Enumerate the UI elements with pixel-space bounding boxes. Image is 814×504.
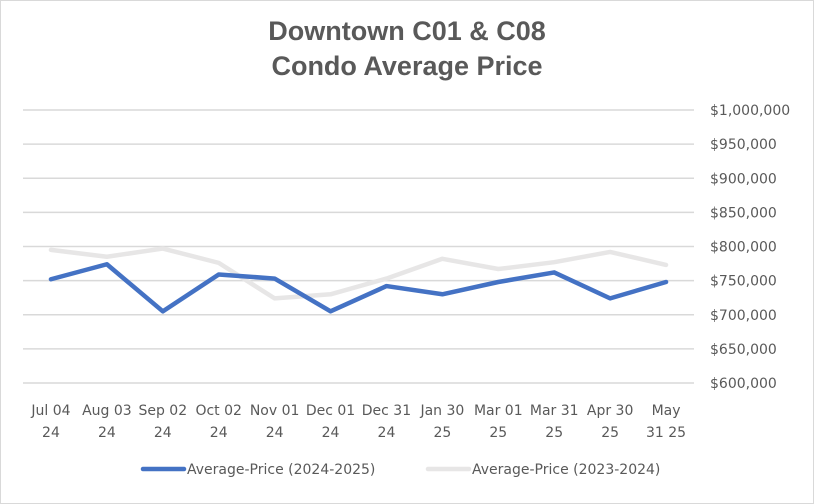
x-tick-label: 24 — [378, 425, 396, 441]
series-lines — [48, 246, 669, 314]
chart-title-line-2: Condo Average Price — [271, 51, 543, 81]
x-tick-label: 25 — [489, 425, 507, 441]
x-tick-label: Dec 01 — [306, 403, 355, 419]
x-tick-label: Jul 04 — [30, 403, 70, 419]
x-tick-label: Sep 02 — [138, 403, 187, 419]
x-tick-label: 25 — [433, 425, 451, 441]
series-line — [48, 246, 669, 301]
chart-title-line-1: Downtown C01 & C08 — [268, 16, 546, 46]
y-tick-label: $800,000 — [710, 240, 777, 256]
x-tick-label: 24 — [154, 425, 172, 441]
y-axis-ticks: $1,000,000 $950,000 $900,000 $850,000 $800,0… — [710, 103, 790, 392]
y-tick-label: $1,000,000 — [710, 103, 790, 119]
y-tick-label: $700,000 — [710, 308, 777, 324]
x-tick-label: 24 — [42, 425, 60, 441]
y-tick-label: $600,000 — [710, 376, 777, 392]
x-tick-label: Mar 01 — [474, 403, 523, 419]
chart-title: Downtown C01 & C08 Condo Average Price — [0, 14, 814, 84]
x-tick-label: Apr 30 — [587, 403, 633, 419]
x-tick-label: Aug 03 — [82, 403, 132, 419]
legend-label: Average-Price (2024-2025) — [187, 462, 375, 478]
x-tick-label: Oct 02 — [195, 403, 241, 419]
x-tick-label: Jan 30 — [419, 403, 464, 419]
x-tick-label: May — [652, 403, 681, 419]
x-tick-label: Dec 31 — [362, 403, 411, 419]
x-tick-label: 25 — [601, 425, 619, 441]
y-tick-label: $900,000 — [710, 171, 777, 187]
x-tick-label: 24 — [266, 425, 284, 441]
y-tick-label: $950,000 — [710, 137, 777, 153]
x-tick-label: 31 25 — [646, 425, 686, 441]
series-line — [48, 261, 669, 314]
legend-label: Average-Price (2023-2024) — [472, 462, 660, 478]
x-tick-label: 24 — [322, 425, 340, 441]
y-tick-label: $850,000 — [710, 205, 777, 221]
x-tick-label: 25 — [545, 425, 563, 441]
x-tick-label: 24 — [98, 425, 116, 441]
x-tick-label: 24 — [210, 425, 228, 441]
gridlines — [23, 109, 694, 384]
x-axis-ticks: Jul 04 24 Aug 03 24 Sep 02 24 Oct 02 24 Nov 01 24… — [30, 403, 686, 441]
x-tick-label: Nov 01 — [250, 403, 300, 419]
x-tick-label: Mar 31 — [530, 403, 579, 419]
y-tick-label: $650,000 — [710, 342, 777, 358]
legend: Average-Price (2024-2025) Average-Price (… — [140, 462, 660, 478]
y-tick-label: $750,000 — [710, 274, 777, 290]
